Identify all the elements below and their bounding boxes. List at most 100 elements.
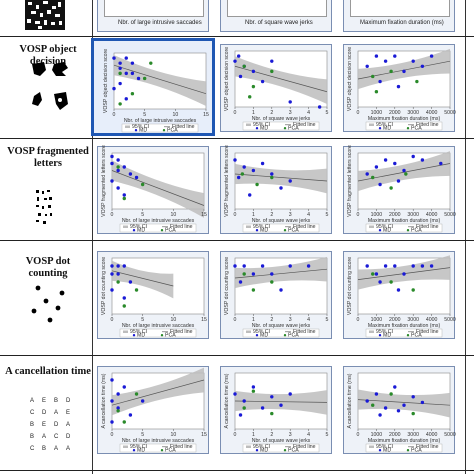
fitted-line xyxy=(234,268,328,279)
legend-md-swatch xyxy=(378,127,382,130)
data-point-md xyxy=(110,378,114,382)
legend: 95% CI Fitted line MD PCA xyxy=(365,223,443,233)
x-axis-label: Maximum fixation duration (ms) xyxy=(360,20,444,26)
data-point-md xyxy=(378,413,382,417)
legend-ci-label: 95% CI xyxy=(132,124,149,130)
x-tick-label: 5 xyxy=(326,110,329,116)
legend: 95% CI Fitted line MD PCA xyxy=(242,329,320,338)
grid-letter: C xyxy=(30,410,35,416)
data-point-pca xyxy=(389,280,393,284)
x-tick-label: 3000 xyxy=(407,432,419,438)
data-point-pca xyxy=(116,409,120,413)
x-tick-label: 5 xyxy=(326,317,329,323)
confidence-band xyxy=(235,390,327,415)
data-point-md xyxy=(411,395,415,399)
data-point-pca xyxy=(122,196,126,201)
data-point-md xyxy=(110,154,114,159)
data-point-md xyxy=(233,392,237,396)
x-tick-label: 1 xyxy=(252,432,255,438)
scatter-plot: 0 5 10 15 Nbr. of large intrusive saccades VO… xyxy=(101,257,207,338)
legend-fit-label: Fitted line xyxy=(293,224,316,230)
legend-pca-swatch xyxy=(283,229,287,232)
legend-pca-label: PCA xyxy=(411,125,422,131)
legend-md-swatch xyxy=(255,449,259,452)
legend-pca-swatch xyxy=(160,229,164,232)
data-point-md xyxy=(122,165,126,169)
x-tick-label: 0 xyxy=(111,432,114,438)
scatter-plot: 0 1 2 3 4 5 Nbr. of square wave jerks A cancell… xyxy=(224,372,329,453)
fitted-line xyxy=(111,170,205,206)
column-divider xyxy=(92,0,93,474)
data-point-md xyxy=(429,54,434,58)
legend-ci-label: 95% CI xyxy=(253,122,270,128)
data-point-pca xyxy=(389,69,393,74)
y-axis-label: A cancellation time (ms) xyxy=(101,373,107,428)
legend-md-swatch xyxy=(132,334,136,337)
legend-fit-label: Fitted line xyxy=(416,329,439,335)
data-point-pca xyxy=(116,165,120,169)
data-point-pca xyxy=(142,76,147,81)
scatter-plot: 0 5 10 15 Nbr. of large intrusive saccades A … xyxy=(101,367,207,453)
confidence-band xyxy=(235,256,327,289)
legend-md-label: MD xyxy=(137,332,145,338)
x-tick-label: 5000 xyxy=(444,212,456,218)
data-point-md xyxy=(393,161,397,166)
legend-ci-label: 95% CI xyxy=(130,444,147,450)
data-point-md xyxy=(402,272,406,276)
data-point-md xyxy=(365,264,369,268)
confidence-band xyxy=(112,160,204,218)
data-point-md xyxy=(260,161,265,166)
legend-fit-label: Fitted line xyxy=(170,224,193,230)
legend-ci-swatch xyxy=(369,123,374,126)
legend: 95% CI Fitted line MD PCA xyxy=(365,329,443,338)
confidence-band xyxy=(112,367,204,416)
y-axis-label: VOSP object decision score xyxy=(103,49,109,113)
legend-fit-label: Fitted line xyxy=(170,329,193,335)
x-tick-label: 15 xyxy=(201,317,207,323)
legend-pca-label: PCA xyxy=(288,447,299,453)
legend-ci-label: 95% CI xyxy=(130,224,147,230)
data-point-md xyxy=(116,264,120,268)
data-point-md xyxy=(116,158,120,162)
x-axis-label: Nbr. of square wave jerks xyxy=(252,323,311,329)
data-point-md xyxy=(110,420,114,424)
y-axis-label: VOSP fragmented letters score xyxy=(224,145,230,217)
data-point-pca xyxy=(411,288,415,292)
data-point-md xyxy=(288,264,292,268)
legend-md-label: MD xyxy=(383,447,391,453)
legend-md-label: MD xyxy=(260,227,268,233)
data-point-pca xyxy=(242,64,246,68)
legend-ci-label: 95% CI xyxy=(376,224,393,230)
data-point-md xyxy=(383,59,388,63)
data-point-md xyxy=(118,81,122,86)
legend-md-label: MD xyxy=(260,332,268,338)
legend-md-label: MD xyxy=(383,227,391,233)
data-point-md xyxy=(374,54,379,58)
row-divider xyxy=(0,240,474,241)
legend-fit-label: Fitted line xyxy=(293,122,316,128)
grid-letter: B xyxy=(30,434,34,440)
grid-letter: A xyxy=(42,434,46,440)
data-point-pca xyxy=(242,406,246,410)
x-tick-label: 3 xyxy=(289,110,292,116)
legend-ci-label: 95% CI xyxy=(253,444,270,450)
legend: 95% CI Fitted line MD PCA xyxy=(121,123,199,133)
legend-ci-swatch xyxy=(123,445,128,448)
legend-pca-swatch xyxy=(406,229,410,232)
data-point-md xyxy=(420,64,425,68)
chart-panel: 0 1 2 3 4 5 Nbr. of square wave jerks VOSP frag… xyxy=(220,145,332,234)
data-point-md xyxy=(393,54,397,58)
data-point-md xyxy=(288,100,292,104)
x-axis-label: Nbr. of large intrusive saccades xyxy=(118,20,202,26)
data-point-md xyxy=(116,392,120,396)
fitted-line xyxy=(357,399,451,406)
data-point-md xyxy=(130,71,135,76)
y-axis-label: A cancellation time (ms) xyxy=(347,373,353,428)
stimulus-dots-image xyxy=(31,285,65,323)
legend-ci-label: 95% CI xyxy=(376,329,393,335)
row-divider xyxy=(0,355,474,356)
legend-pca-swatch xyxy=(283,127,287,130)
scatter-plot: 0 5 10 15 Nbr. of large intrusive saccades VO… xyxy=(101,145,207,233)
x-tick-label: 0 xyxy=(111,317,114,323)
